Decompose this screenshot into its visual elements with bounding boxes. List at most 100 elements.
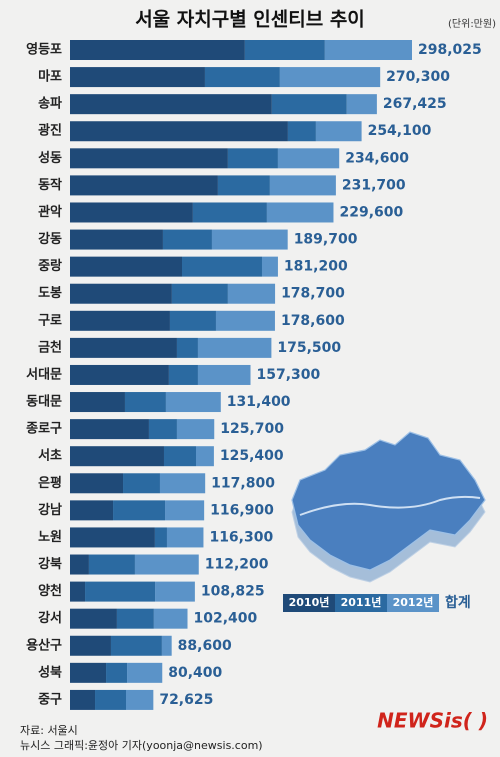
bar-segment xyxy=(168,364,198,385)
bar-segment xyxy=(261,256,278,277)
bar-segment xyxy=(70,202,193,223)
bar-segment xyxy=(70,40,245,60)
bar-segment xyxy=(70,94,272,115)
credit: 뉴시스 그래픽:윤정아 기자(yoonja@newsis.com) xyxy=(20,739,263,752)
category-label: 노원 xyxy=(38,530,62,545)
bar-segment xyxy=(70,500,114,521)
category-label: 양천 xyxy=(38,584,62,599)
bar-segment xyxy=(176,337,198,358)
total-label: 178,600 xyxy=(281,313,345,329)
bar-segment xyxy=(217,175,270,196)
bar-segment xyxy=(127,662,163,683)
category-label: 은평 xyxy=(38,475,62,491)
bar-segment xyxy=(70,310,170,331)
total-label: 298,025 xyxy=(418,42,482,58)
bar-segment xyxy=(70,364,169,385)
total-label: 108,825 xyxy=(201,584,265,600)
total-label: 270,300 xyxy=(386,69,450,85)
category-label: 성동 xyxy=(38,151,62,166)
total-label: 72,625 xyxy=(159,692,213,708)
bar-segment xyxy=(70,635,111,656)
bar-segment xyxy=(70,608,117,629)
category-label: 강남 xyxy=(38,502,62,518)
category-label: 서초 xyxy=(38,449,62,464)
category-label: 도봉 xyxy=(38,286,62,301)
unit-label: (단위:만원) xyxy=(448,17,496,30)
total-label: 131,400 xyxy=(227,394,291,410)
bar-segment xyxy=(244,40,325,60)
total-label: 112,200 xyxy=(205,557,269,573)
total-label: 116,300 xyxy=(209,529,273,545)
bar-segment xyxy=(279,67,381,88)
bar-segment xyxy=(192,202,267,223)
bar-segment xyxy=(70,473,124,494)
bar-segment xyxy=(159,473,206,494)
category-label: 금천 xyxy=(38,340,62,355)
bar-segment xyxy=(106,662,128,683)
bar-segment xyxy=(95,689,127,710)
bar-segment xyxy=(277,148,340,169)
bar-segment xyxy=(110,635,162,656)
bar-segment xyxy=(211,229,288,250)
category-label: 서대문 xyxy=(26,367,62,382)
total-label: 125,700 xyxy=(220,421,284,437)
bar-segment xyxy=(162,229,212,250)
category-label: 동작 xyxy=(38,177,62,193)
bar-segment xyxy=(171,283,228,304)
bar-segment xyxy=(155,581,195,602)
total-label: 125,400 xyxy=(220,448,284,464)
category-label: 강서 xyxy=(38,610,62,626)
bar-segment xyxy=(70,662,107,683)
total-label: 189,700 xyxy=(294,232,358,248)
total-label: 231,700 xyxy=(342,177,406,193)
seoul-map xyxy=(291,431,486,583)
bar-segment xyxy=(165,392,221,413)
bar-segment xyxy=(176,419,215,440)
bar-segment xyxy=(227,283,276,304)
bar-segment xyxy=(70,337,177,358)
legend-swatch xyxy=(387,594,439,612)
bar-segment xyxy=(70,67,205,88)
total-label: 181,200 xyxy=(284,259,348,275)
category-label: 관악 xyxy=(38,204,62,220)
legend-label: 2011년 xyxy=(341,595,382,609)
bar-segment xyxy=(324,40,412,60)
bar-segment xyxy=(197,364,251,385)
bar-segment xyxy=(215,310,275,331)
bar-segment xyxy=(196,446,214,467)
bar-segment xyxy=(70,256,183,277)
bar-segment xyxy=(116,608,154,629)
bar-segment xyxy=(70,121,288,142)
bar-segment xyxy=(113,500,166,521)
bar-segment xyxy=(163,446,197,467)
bar-segment xyxy=(70,283,172,304)
category-label: 마포 xyxy=(38,69,62,85)
bar-segment xyxy=(165,500,205,521)
bar-segment xyxy=(346,94,377,115)
bar-segment xyxy=(154,527,167,548)
total-label: 254,100 xyxy=(368,123,432,139)
bar-segment xyxy=(124,392,166,413)
bar-segment xyxy=(227,148,278,169)
category-label: 구로 xyxy=(38,313,62,328)
total-label: 117,800 xyxy=(211,475,275,491)
bar-segment xyxy=(126,689,154,710)
bar-segment xyxy=(169,310,216,331)
category-label: 성북 xyxy=(38,665,62,680)
bar-segment xyxy=(271,94,347,115)
legend-swatch xyxy=(335,594,387,612)
bar-segment xyxy=(197,337,272,358)
logo: NEWSis( ) xyxy=(377,709,488,733)
total-label: 229,600 xyxy=(339,204,403,220)
bar-segment xyxy=(70,148,228,169)
bar-segment xyxy=(204,67,280,88)
total-label: 178,700 xyxy=(281,286,345,302)
total-label: 80,400 xyxy=(168,665,222,681)
bar-segment xyxy=(70,419,149,440)
bar-segment xyxy=(70,581,86,602)
total-label: 88,600 xyxy=(178,638,232,654)
bar-segment xyxy=(88,554,135,575)
bar-segment xyxy=(123,473,160,494)
bar-segment xyxy=(70,527,155,548)
